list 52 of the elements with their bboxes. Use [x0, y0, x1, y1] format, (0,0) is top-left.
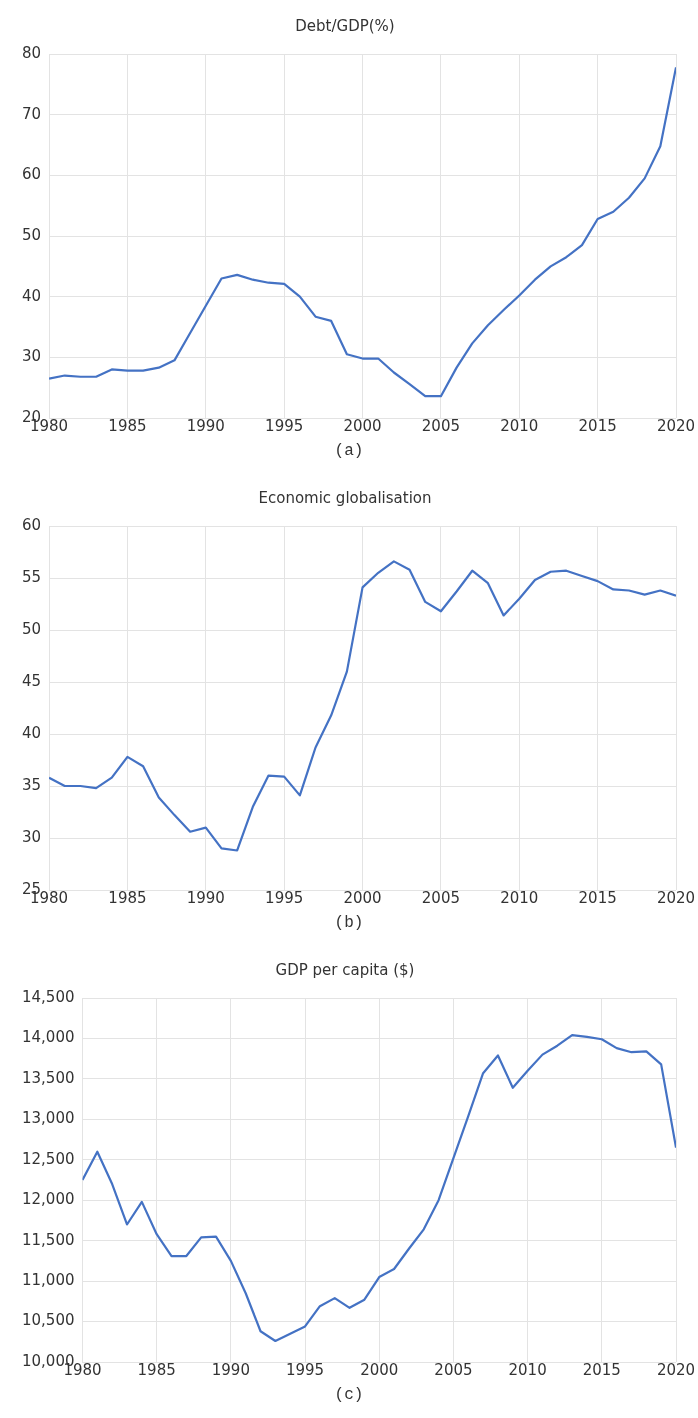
x-tick-label: 2020: [656, 416, 696, 435]
y-tick-label: 12,000: [21, 1190, 75, 1209]
y-tick-label: 45: [21, 671, 42, 690]
y-tick-label: 13,500: [21, 1068, 75, 1087]
y-tick-label: 11,000: [21, 1271, 75, 1289]
x-tick-label: 2000: [343, 416, 382, 435]
y-tick-label: 30: [21, 827, 42, 846]
text: (a): [333, 441, 365, 462]
x-tick-label: 2020: [656, 1360, 696, 1379]
chart-title: Economic globalisation: [258, 488, 432, 507]
y-tick-label: 10,500: [21, 1311, 75, 1330]
x-tick-label: 2000: [360, 1360, 399, 1379]
y-tick-label: 13,000: [21, 1109, 75, 1128]
y-tick-label: 40: [21, 723, 42, 742]
x-tick-label: 2005: [421, 888, 460, 907]
x-tick-label: 1985: [108, 888, 147, 907]
x-tick-label: 1995: [265, 888, 304, 907]
text: (c): [333, 1385, 365, 1406]
x-tick-label: 2015: [582, 1360, 621, 1379]
y-tick-label: 14,000: [21, 1028, 75, 1047]
x-tick-label: 2000: [343, 888, 382, 907]
x-tick-label: 2015: [578, 416, 617, 435]
y-tick-label: 60: [21, 515, 42, 534]
y-tick-label: 14,500: [21, 987, 75, 1006]
y-tick-label: 80: [21, 43, 42, 62]
x-tick-label: 2005: [421, 416, 460, 435]
y-tick-label: 70: [21, 104, 42, 123]
x-tick-label: 1985: [108, 416, 147, 435]
x-tick-label: 2020: [656, 888, 696, 907]
x-tick-label: 2010: [500, 888, 539, 907]
text: (b): [333, 913, 365, 934]
y-tick-label: 50: [21, 225, 42, 244]
chart-title: GDP per capita ($): [275, 960, 415, 979]
x-tick-label: 1985: [137, 1360, 176, 1379]
y-tick-label: 40: [21, 286, 42, 305]
x-tick-label: 1990: [186, 416, 225, 435]
x-tick-label: 1995: [265, 416, 304, 435]
x-tick-label: 2010: [500, 416, 539, 435]
y-tick-label: 12,500: [21, 1149, 75, 1168]
y-tick-label: 35: [21, 775, 42, 794]
x-tick-label: 1990: [186, 888, 225, 907]
x-tick-label: 2010: [508, 1360, 547, 1379]
y-tick-label: 60: [21, 165, 42, 184]
chart-title: Debt/GDP(%): [295, 16, 395, 35]
y-tick-label: 55: [21, 567, 42, 586]
x-tick-label: 1990: [211, 1360, 250, 1379]
x-tick-label: 2005: [434, 1360, 473, 1379]
x-tick-label: 1995: [285, 1360, 325, 1379]
y-tick-label: 50: [21, 619, 42, 638]
y-tick-label: 30: [21, 347, 42, 366]
y-tick-label: 11,500: [21, 1230, 75, 1249]
x-tick-label: 2015: [578, 888, 617, 907]
